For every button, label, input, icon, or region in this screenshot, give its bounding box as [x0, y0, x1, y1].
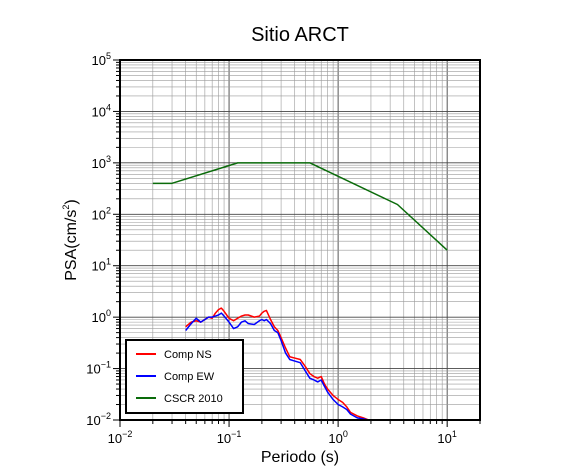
- y-tick-label: 100: [92, 308, 111, 325]
- y-tick-label: 104: [92, 102, 111, 119]
- x-tick-label: 101: [437, 429, 456, 446]
- y-tick-label: 105: [92, 51, 111, 68]
- x-axis-label: Periodo (s): [261, 449, 339, 466]
- chart-title: Sitio ARCT: [251, 24, 349, 46]
- legend-label-comp-ns: Comp NS: [164, 349, 212, 361]
- ticks: [113, 59, 481, 427]
- series-line-cscr-2010: [152, 162, 448, 251]
- y-tick-label: 101: [92, 257, 111, 274]
- x-tick-label: 10−2: [108, 429, 133, 446]
- series-layer: [152, 162, 448, 420]
- legend-label-cscr-2010: CSCR 2010: [164, 393, 223, 405]
- legend: Comp NS Comp EW CSCR 2010: [125, 339, 244, 414]
- y-axis-label-main: PSA(cm/s: [63, 210, 80, 281]
- legend-label-comp-ew: Comp EW: [164, 371, 215, 383]
- series-line-comp-ns: [185, 307, 369, 420]
- grid: [119, 59, 481, 421]
- x-tick-labels: 10−2 10−1 100 101: [108, 429, 457, 446]
- y-axis-label-superscript: 2: [61, 205, 71, 210]
- series-line-comp-ew: [185, 312, 369, 420]
- y-tick-label: 10−2: [86, 411, 111, 428]
- y-tick-label: 103: [92, 154, 111, 171]
- y-tick-labels: 10−2 10−1 100 101 102 103 104 105: [86, 51, 111, 428]
- x-tick-label: 100: [328, 429, 347, 446]
- y-tick-label: 10−1: [86, 360, 111, 377]
- x-tick-label: 10−1: [217, 429, 242, 446]
- y-axis-label: PSA(cm/s2): [61, 199, 80, 280]
- y-axis-label-end: ): [63, 199, 80, 204]
- y-tick-label: 102: [92, 205, 111, 222]
- plot-frame: [119, 59, 481, 421]
